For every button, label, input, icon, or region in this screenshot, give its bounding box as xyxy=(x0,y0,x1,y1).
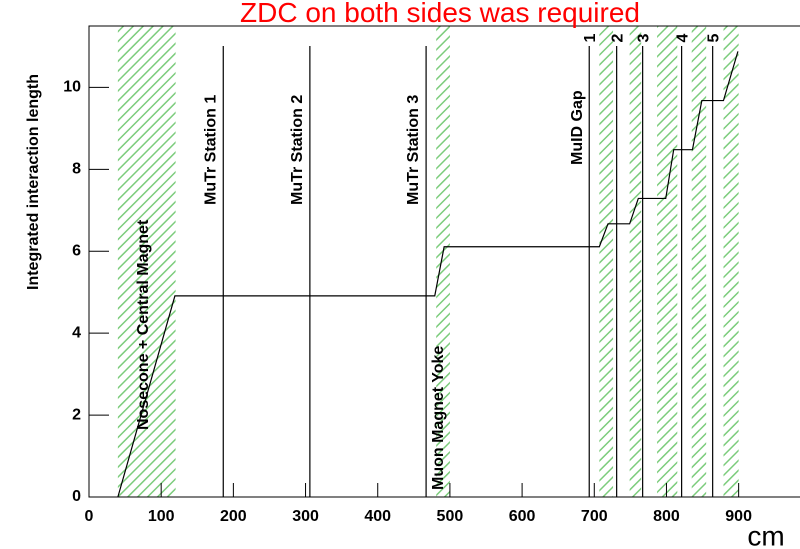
material-band xyxy=(629,26,642,497)
x-tick-label: 700 xyxy=(581,508,608,525)
marker-label: 2 xyxy=(610,33,627,42)
x-tick-label: 400 xyxy=(364,508,391,525)
x-tick-label: 800 xyxy=(653,508,680,525)
x-tick-label: 300 xyxy=(292,508,319,525)
y-tick-label: 6 xyxy=(72,242,81,259)
x-tick-label: 200 xyxy=(220,508,247,525)
marker-label: MuTr Station 2 xyxy=(289,95,306,205)
x-axis-label: cm xyxy=(747,520,784,549)
y-tick-label: 10 xyxy=(63,79,81,96)
marker-label: MuTr Station 3 xyxy=(405,95,422,205)
y-tick-label: 8 xyxy=(72,161,81,178)
x-tick-label: 600 xyxy=(509,508,536,525)
data-line xyxy=(117,51,739,498)
material-band xyxy=(436,26,450,497)
y-axis-label: Integrated interaction length xyxy=(25,74,42,290)
marker-label: MuTr Station 1 xyxy=(202,95,219,205)
y-tick-label: 4 xyxy=(72,324,81,341)
plot-frame xyxy=(88,25,800,498)
marker-label: 5 xyxy=(706,33,723,42)
material-band xyxy=(723,26,739,497)
y-tick-label: 0 xyxy=(72,488,81,505)
marker-label: 3 xyxy=(636,33,653,42)
x-tick-label: 100 xyxy=(148,508,175,525)
material-band xyxy=(657,26,678,497)
x-tick-label: 500 xyxy=(437,508,464,525)
chart-title: ZDC on both sides was required xyxy=(240,0,640,28)
marker-label: 4 xyxy=(675,33,692,42)
marker-label: 1 xyxy=(582,33,599,42)
material-band xyxy=(599,26,614,497)
material-band xyxy=(691,26,707,497)
annotation: MuID Gap xyxy=(569,90,586,165)
x-tick-label: 0 xyxy=(85,508,94,525)
x-tick-label: 900 xyxy=(725,508,752,525)
annotation: Nosecone + Central Magnet xyxy=(135,219,152,430)
material-band xyxy=(117,26,176,497)
y-tick-label: 2 xyxy=(72,406,81,423)
annotation: Muon Magnet Yoke xyxy=(430,346,447,490)
